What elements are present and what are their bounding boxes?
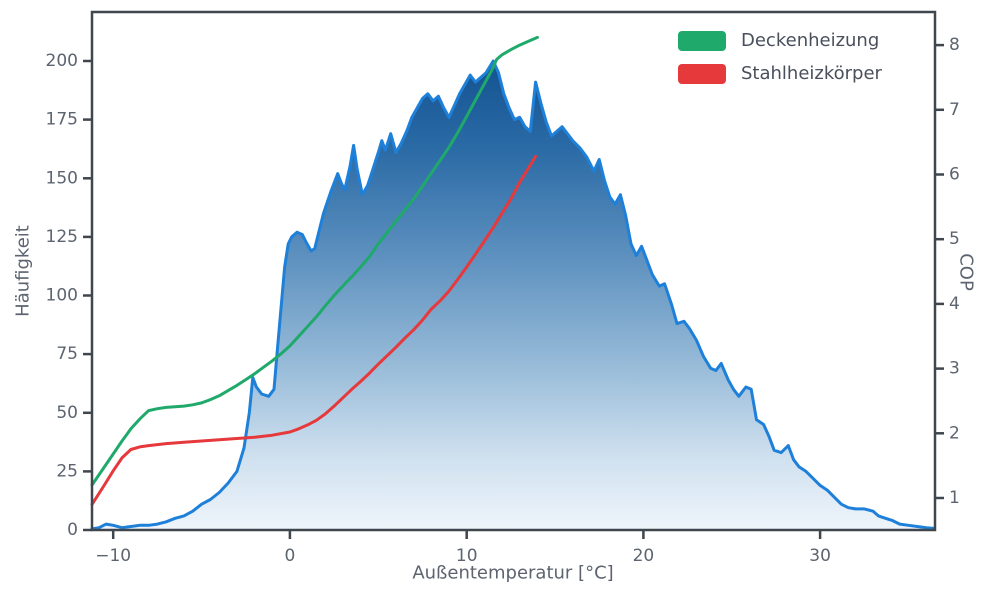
y-left-tick-label: 75 bbox=[56, 344, 78, 364]
y-left-tick-label: 175 bbox=[46, 110, 78, 130]
y-right-tick-label: 3 bbox=[949, 359, 960, 379]
legend: Deckenheizung Stahlheizkörper bbox=[678, 31, 882, 84]
y-left-tick-label: 0 bbox=[67, 520, 78, 540]
legend-label-stahlheizkoerper: Stahlheizkörper bbox=[741, 63, 882, 84]
y-left-tick-label: 200 bbox=[46, 51, 78, 71]
legend-swatch-stahlheizkoerper bbox=[678, 64, 726, 84]
y-left-tick-label: 50 bbox=[56, 403, 78, 423]
x-axis-tick-label: 0 bbox=[284, 546, 295, 566]
cop-line-deckenheizung bbox=[90, 35, 539, 487]
histogram-outline bbox=[90, 59, 936, 531]
y-right-tick-label: 5 bbox=[949, 229, 960, 249]
y-axis-label-right: COP bbox=[955, 253, 977, 291]
y-left-tick-label: 25 bbox=[56, 461, 78, 481]
x-axis-label: Außentemperatur [°C] bbox=[412, 562, 614, 584]
cop-line-stahlheizkoerper bbox=[90, 154, 538, 506]
histogram-area bbox=[92, 61, 935, 530]
y-left-tick-label: 100 bbox=[46, 286, 78, 306]
y-right-tick-label: 4 bbox=[949, 294, 960, 314]
legend-entry-stahlheizkoerper: Stahlheizkörper bbox=[678, 64, 882, 84]
y-left-tick-label: 150 bbox=[46, 168, 78, 188]
y-right-tick-label: 1 bbox=[949, 488, 960, 508]
legend-label-deckenheizung: Deckenheizung bbox=[741, 30, 880, 51]
y-right-tick-label: 2 bbox=[949, 423, 960, 443]
plot-border bbox=[90, 10, 937, 532]
legend-entry-deckenheizung: Deckenheizung bbox=[678, 31, 882, 51]
x-axis-tick-label: 30 bbox=[809, 546, 831, 566]
y-right-tick-label: 6 bbox=[949, 165, 960, 185]
y-right-tick-label: 8 bbox=[949, 35, 960, 55]
y-left-tick-label: 125 bbox=[46, 227, 78, 247]
y-right-tick-label: 7 bbox=[949, 100, 960, 120]
y-axis-label-left: Häufigkeit bbox=[12, 225, 34, 317]
x-axis-tick-label: 10 bbox=[456, 546, 478, 566]
x-axis-tick-label: 20 bbox=[633, 546, 655, 566]
legend-swatch-deckenheizung bbox=[678, 31, 726, 51]
x-axis-tick-label: −10 bbox=[95, 546, 131, 566]
